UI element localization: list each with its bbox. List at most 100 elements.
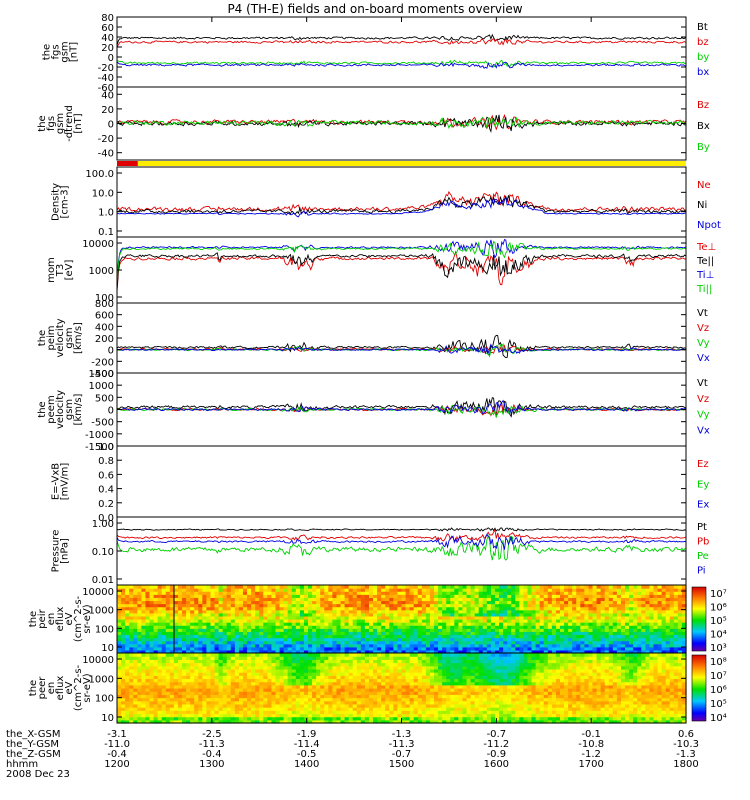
spectrogram-cell bbox=[145, 719, 151, 724]
spectrogram-cell bbox=[182, 600, 187, 605]
spectrogram-cell bbox=[222, 631, 228, 636]
spectrogram-cell bbox=[202, 622, 208, 626]
spectrogram-cell bbox=[641, 603, 646, 608]
spectrogram-cell bbox=[612, 588, 618, 592]
spectrogram-cell bbox=[328, 697, 334, 702]
spectrogram-cell bbox=[218, 672, 224, 676]
spectrogram-cell bbox=[503, 597, 508, 602]
spectrogram-cell bbox=[226, 619, 232, 623]
spectrogram-cell bbox=[226, 668, 232, 673]
spectrogram-cell bbox=[458, 588, 464, 592]
spectrogram-cell bbox=[373, 615, 378, 620]
spectrogram-cell bbox=[267, 603, 273, 608]
spectrogram-cell bbox=[117, 615, 122, 620]
spectrogram-cell bbox=[214, 662, 220, 667]
spectrogram-cell bbox=[625, 609, 630, 614]
spectrogram-cell bbox=[206, 691, 212, 695]
spectrogram-cell bbox=[275, 600, 281, 605]
spectrogram-cell bbox=[620, 600, 626, 605]
spectrogram-cell bbox=[145, 675, 151, 680]
spectrogram-cell bbox=[661, 585, 667, 589]
spectrogram-cell bbox=[210, 588, 216, 592]
spectrogram-cell bbox=[202, 649, 208, 654]
spectrogram-cell bbox=[494, 649, 500, 654]
spectrogram-cell bbox=[230, 675, 236, 680]
spectrogram-cell bbox=[352, 678, 358, 683]
spectrogram-cell bbox=[633, 609, 638, 614]
spectrogram-cell bbox=[295, 672, 301, 676]
spectrogram-cell bbox=[129, 719, 134, 724]
spectrogram-cell bbox=[661, 634, 667, 639]
spectrogram-cell bbox=[401, 719, 407, 724]
spectrogram-cell bbox=[637, 612, 642, 617]
spectrogram-cell bbox=[129, 694, 134, 699]
spectrogram-cell bbox=[190, 606, 195, 611]
spectrogram-cell bbox=[275, 681, 281, 686]
spectrogram-cell bbox=[202, 672, 208, 676]
y-tick-label: 100 bbox=[95, 293, 114, 304]
spectrogram-cell bbox=[125, 597, 130, 602]
spectrogram-cell bbox=[348, 585, 354, 589]
spectrogram-cell bbox=[117, 688, 122, 692]
spectrogram-cell bbox=[308, 615, 313, 620]
spectrogram-cell bbox=[332, 703, 338, 708]
spectrogram-cell bbox=[238, 606, 244, 611]
spectrogram-cell bbox=[405, 716, 411, 721]
spectrogram-cell bbox=[287, 691, 293, 695]
spectrogram-cell bbox=[393, 656, 399, 660]
spectrogram-cell bbox=[291, 612, 297, 617]
spectrogram-cell bbox=[145, 659, 151, 664]
spectrogram-cell bbox=[661, 594, 667, 598]
spectrogram-cell bbox=[255, 591, 260, 595]
spectrogram-cell bbox=[332, 672, 338, 676]
spectrogram-cell bbox=[267, 681, 273, 686]
spectrogram-cell bbox=[511, 615, 516, 620]
spectrogram-cell bbox=[137, 619, 142, 623]
spectrogram-cell bbox=[283, 707, 289, 711]
spectrogram-cell bbox=[279, 697, 285, 702]
spectrogram-cell bbox=[263, 634, 268, 639]
spectrogram-cell bbox=[389, 646, 394, 651]
spectrogram-cell bbox=[681, 609, 687, 614]
spectrogram-cell bbox=[616, 649, 622, 654]
spectrogram-cell bbox=[368, 691, 374, 695]
spectrogram-cell bbox=[316, 628, 321, 632]
spectrogram-cell bbox=[490, 615, 496, 620]
spectrogram-cell bbox=[247, 615, 252, 620]
spectrogram-cell bbox=[409, 585, 415, 589]
spectrogram-cell bbox=[287, 631, 293, 636]
mode-segment bbox=[117, 161, 138, 166]
spectrogram-cell bbox=[247, 713, 252, 718]
spectrogram-cell bbox=[263, 662, 268, 667]
spectrogram-cell bbox=[336, 668, 342, 673]
spectrogram-cell bbox=[173, 707, 179, 711]
spectrogram-cell bbox=[173, 665, 179, 670]
spectrogram-cell bbox=[356, 625, 362, 629]
spectrogram-cell bbox=[226, 634, 232, 639]
spectrogram-cell bbox=[198, 697, 203, 702]
spectrogram-cell bbox=[446, 622, 451, 626]
spectrogram-cell bbox=[547, 591, 553, 595]
spectrogram-cell bbox=[137, 643, 142, 648]
spectrogram-cell bbox=[462, 588, 468, 592]
spectrogram-cell bbox=[316, 710, 321, 715]
spectrogram-cell bbox=[429, 628, 435, 632]
spectrogram-cell bbox=[234, 656, 240, 660]
spectrogram-cell bbox=[373, 713, 378, 718]
spectrogram-cell bbox=[283, 684, 289, 689]
spectrogram-cell bbox=[161, 653, 167, 657]
spectrogram-cell bbox=[364, 585, 370, 589]
spectrogram-cell bbox=[482, 585, 488, 589]
spectrogram-cell bbox=[283, 662, 289, 667]
spectrogram-cell bbox=[259, 612, 264, 617]
spectrogram-cell bbox=[218, 600, 224, 605]
spectrogram-cell bbox=[125, 668, 130, 673]
spectrogram-cell bbox=[129, 697, 134, 702]
spectrogram-cell bbox=[352, 597, 358, 602]
spectrogram-cell bbox=[218, 697, 224, 702]
spectrogram-cell bbox=[295, 681, 301, 686]
spectrogram-cell bbox=[251, 619, 256, 623]
spectrogram-cell bbox=[478, 640, 484, 645]
spectrogram-cell bbox=[242, 625, 248, 629]
spectrogram-cell bbox=[263, 675, 268, 680]
